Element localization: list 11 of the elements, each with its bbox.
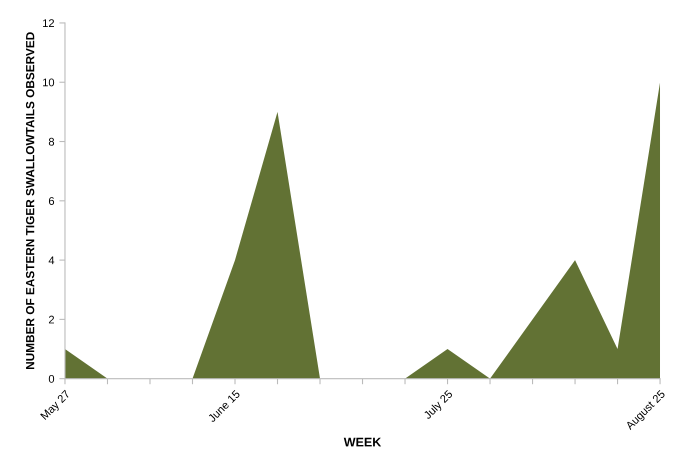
y-tick-label: 6 (48, 197, 54, 205)
y-tick-label: 8 (48, 138, 54, 146)
x-tick-label: May 27 (40, 390, 72, 422)
y-tick-label: 12 (43, 19, 54, 27)
x-tick-label: July 25 (422, 389, 455, 422)
y-tick-label: 2 (48, 316, 54, 324)
x-axis-title: WEEK (344, 438, 382, 446)
y-axis-title: NUMBER OF EASTERN TIGER SWALLOWTAILS OBSERVED (26, 32, 34, 370)
y-tick-label: 0 (48, 374, 54, 383)
y-tick-label: 10 (43, 78, 54, 86)
y-tick-label: 4 (48, 256, 54, 264)
